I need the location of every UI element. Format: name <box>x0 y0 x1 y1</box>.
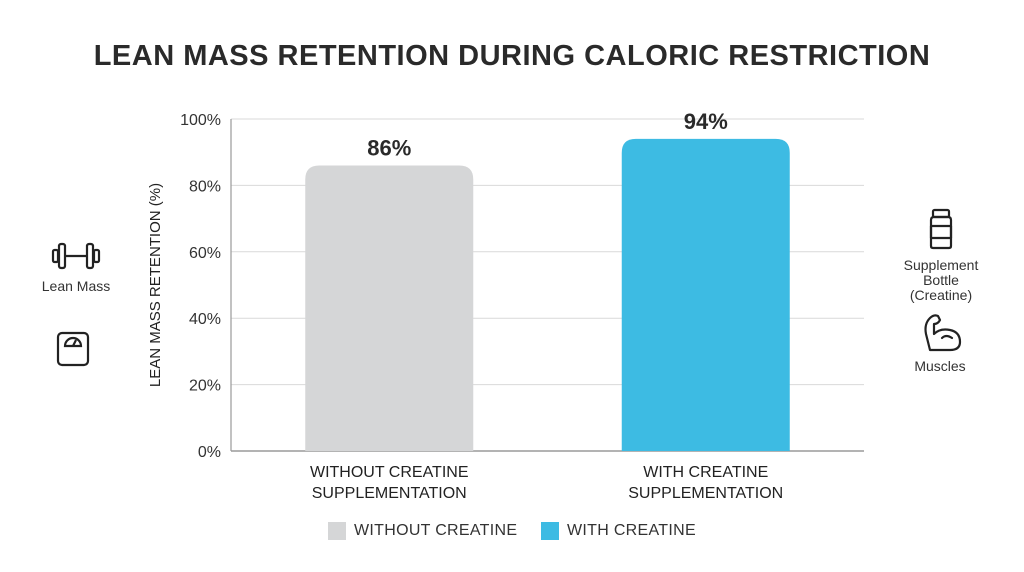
supplement-bottle-label-line1: Supplement <box>903 257 979 273</box>
y-axis-label: LEAN MASS RETENTION (%) <box>147 183 164 387</box>
supplement-bottle-icon <box>926 208 956 255</box>
supplement-bottle-label-line3: (Creatine) <box>909 287 973 303</box>
bar-value-label: 94% <box>684 109 728 134</box>
x-category-label: SUPPLEMENTATION <box>628 485 783 502</box>
legend-label-without-creatine: WITHOUT CREATINE <box>354 522 518 539</box>
supplement-bottle-label: Supplement Bottle (Creatine) <box>886 258 996 303</box>
legend-swatch-with-creatine <box>541 522 559 540</box>
y-tick-label: 60% <box>189 245 221 262</box>
bar-value-label: 86% <box>367 135 411 160</box>
y-tick-label: 80% <box>189 178 221 195</box>
y-tick-label: 0% <box>198 444 221 461</box>
y-tick-label: 20% <box>189 378 221 395</box>
scale-icon <box>56 331 90 372</box>
bar <box>621 138 790 452</box>
y-tick-label: 100% <box>180 112 221 129</box>
flexed-arm-icon <box>920 312 964 357</box>
bar <box>305 165 474 452</box>
x-category-label: SUPPLEMENTATION <box>312 485 467 502</box>
chart-title: LEAN MASS RETENTION DURING CALORIC RESTR… <box>93 40 931 72</box>
muscles-label: Muscles <box>914 358 966 374</box>
legend-item-with-creatine: WITH CREATINE <box>541 522 696 540</box>
chart-legend: WITHOUT CREATINE WITH CREATINE <box>0 522 1024 544</box>
legend-swatch-without-creatine <box>328 522 346 540</box>
legend-label-with-creatine: WITH CREATINE <box>567 522 696 539</box>
x-category-label: WITH CREATINE <box>643 464 768 481</box>
y-tick-label: 40% <box>189 311 221 328</box>
x-category-label: WITHOUT CREATINE <box>310 464 469 481</box>
dumbbell-icon <box>51 240 101 277</box>
legend-item-without-creatine: WITHOUT CREATINE <box>328 522 517 540</box>
lean-mass-label: Lean Mass <box>41 278 111 294</box>
supplement-bottle-label-line2: Bottle <box>923 272 959 288</box>
